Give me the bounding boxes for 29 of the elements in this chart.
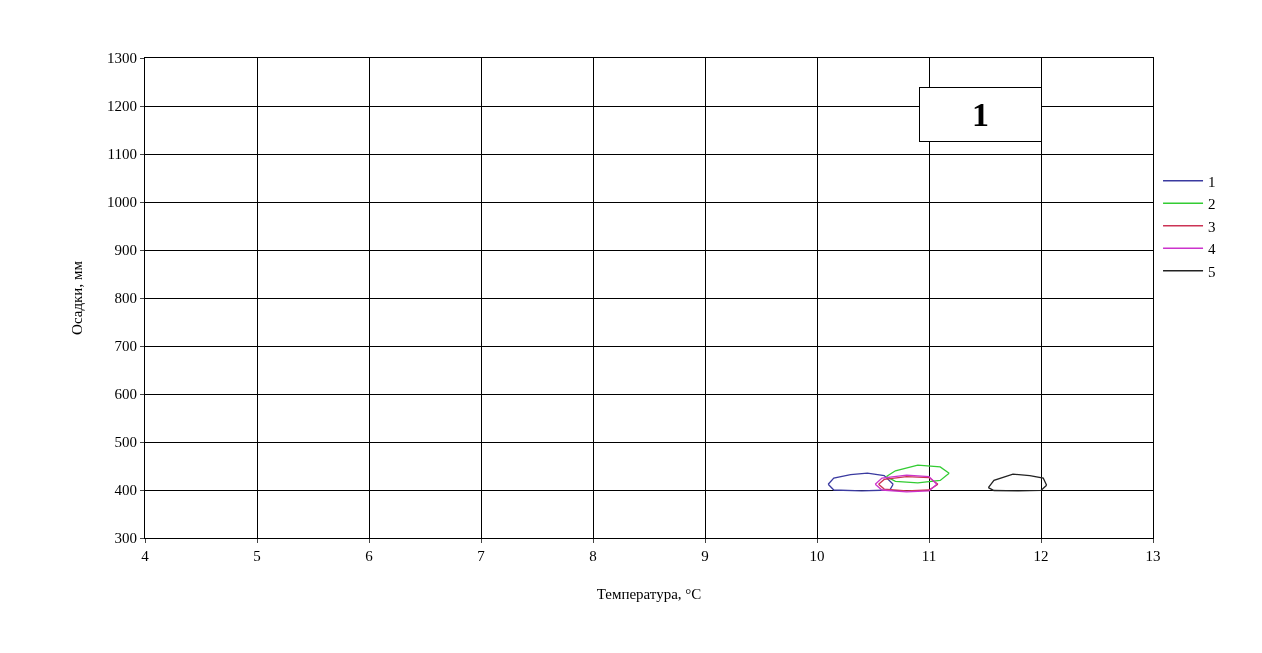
y-tick-label: 300 (114, 530, 137, 547)
x-tick-label: 6 (365, 548, 374, 564)
y-tick-label: 600 (114, 386, 137, 403)
y-tick-label: 700 (114, 338, 137, 355)
y-tick-label: 1100 (107, 146, 137, 163)
y-tick-label: 1200 (107, 98, 137, 115)
y-tick-label: 500 (114, 434, 137, 451)
y-tick-label: 900 (114, 242, 137, 259)
legend-label: 4 (1208, 241, 1217, 258)
legend-label: 2 (1208, 196, 1216, 213)
legend-label: 5 (1208, 263, 1216, 280)
x-tick-label: 8 (589, 548, 597, 564)
legend-label: 1 (1208, 173, 1216, 190)
y-tick-label: 1000 (107, 194, 137, 211)
x-tick-label: 11 (921, 548, 937, 564)
x-tick-label: 13 (1145, 548, 1161, 564)
annotation: 1 (972, 96, 989, 133)
x-tick-label: 7 (477, 548, 486, 564)
y-tick-label: 1300 (107, 50, 137, 67)
x-tick-label: 12 (1033, 548, 1049, 564)
y-tick-label: 800 (114, 290, 137, 307)
x-tick-label: 9 (701, 548, 709, 564)
x-tick-label: 5 (253, 548, 261, 564)
y-tick-label: 400 (114, 482, 137, 499)
x-tick-label: 4 (141, 548, 150, 564)
x-tick-label: 10 (809, 548, 825, 564)
legend-label: 3 (1208, 218, 1216, 235)
y-axis-title: Осадки, мм (69, 260, 86, 335)
x-axis-title: Температура, °C (596, 586, 702, 602)
